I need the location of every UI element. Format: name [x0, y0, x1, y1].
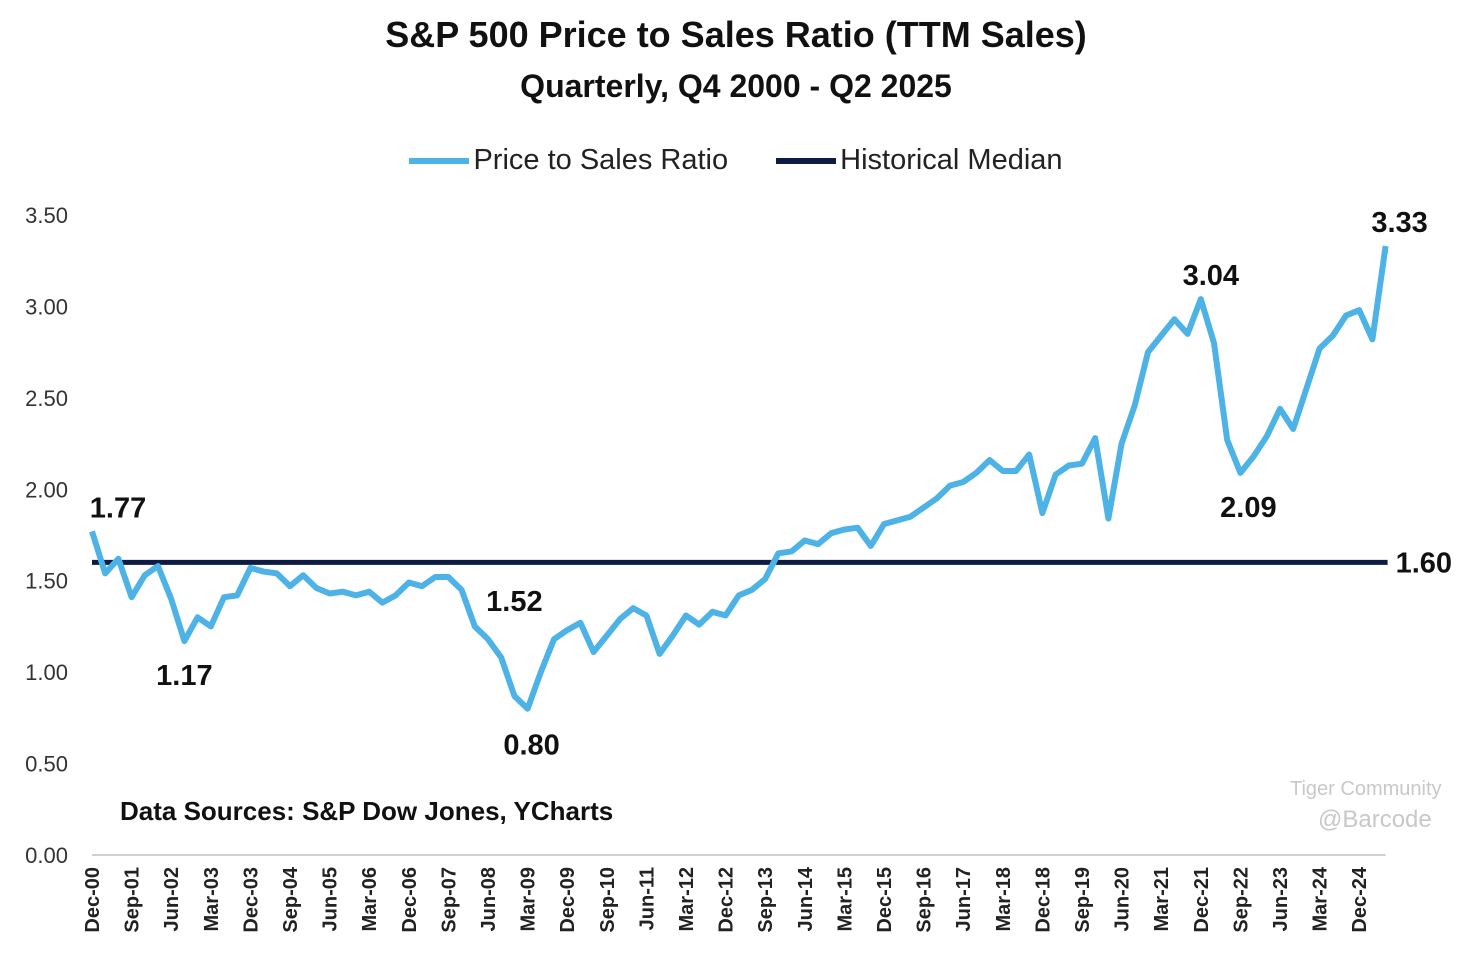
- x-tick-label: Jun-23: [1270, 867, 1292, 931]
- y-tick-label: 1.50: [25, 569, 68, 594]
- data-label: 1.77: [90, 492, 146, 524]
- x-tick-label: Dec-24: [1349, 866, 1371, 932]
- x-tick-label: Sep-04: [280, 866, 302, 932]
- source-note: Data Sources: S&P Dow Jones, YCharts: [120, 796, 613, 826]
- watermark-handle: @Barcode: [1318, 806, 1432, 833]
- y-tick-label: 3.00: [25, 294, 68, 319]
- x-tick-label: Dec-12: [716, 867, 738, 933]
- x-tick-label: Sep-16: [914, 867, 936, 933]
- x-tick-label: Mar-06: [359, 867, 381, 931]
- x-tick-label: Mar-24: [1310, 866, 1332, 931]
- data-label: 2.09: [1220, 492, 1276, 524]
- legend-swatch: [409, 157, 470, 164]
- x-tick-label: Sep-19: [1072, 867, 1094, 933]
- x-tick-label: Sep-07: [438, 867, 460, 933]
- x-tick-label: Sep-01: [122, 867, 144, 933]
- y-tick-label: 3.50: [25, 203, 68, 228]
- x-tick-label: Mar-12: [676, 867, 698, 931]
- data-label: 1.17: [156, 660, 212, 692]
- y-tick-label: 1.00: [25, 660, 68, 685]
- x-tick-label: Dec-06: [399, 867, 421, 933]
- x-tick-label: Sep-10: [597, 867, 619, 933]
- x-tick-label: Dec-00: [82, 867, 104, 933]
- ps-ratio-line: [89, 245, 1389, 712]
- y-tick-label: 0.50: [25, 752, 68, 777]
- data-label: 3.33: [1371, 207, 1427, 239]
- x-tick-label: Jun-17: [953, 867, 975, 931]
- x-tick-label: Sep-22: [1230, 867, 1252, 933]
- legend: Price to Sales Ratio Historical Median: [0, 144, 1472, 177]
- legend-label: Historical Median: [840, 144, 1063, 176]
- x-tick-label: Jun-05: [320, 867, 342, 931]
- legend-item-ps: Price to Sales Ratio: [409, 144, 728, 177]
- watermark-text: Tiger Community: [1290, 778, 1442, 800]
- x-tick-label: Jun-14: [795, 866, 817, 931]
- x-tick-label: Jun-20: [1112, 867, 1134, 931]
- legend-item-median: Historical Median: [776, 144, 1063, 177]
- x-tick-label: Dec-21: [1191, 867, 1213, 933]
- x-tick-label: Dec-03: [240, 867, 262, 933]
- y-tick-label: 2.50: [25, 386, 68, 411]
- data-label: 3.04: [1183, 260, 1239, 292]
- y-tick-label: 0.00: [25, 843, 68, 868]
- legend-swatch: [776, 157, 837, 164]
- data-label: 0.80: [503, 730, 559, 762]
- x-tick-label: Dec-09: [557, 867, 579, 933]
- x-tick-label: Dec-18: [1032, 867, 1054, 933]
- x-tick-label: Dec-15: [874, 867, 896, 933]
- legend-label: Price to Sales Ratio: [473, 144, 729, 176]
- chart-title: S&P 500 Price to Sales Ratio (TTM Sales): [385, 14, 1087, 55]
- x-tick-label: Mar-21: [1151, 867, 1173, 931]
- x-tick-label: Mar-15: [834, 867, 856, 931]
- chart-subtitle: Quarterly, Q4 2000 - Q2 2025: [520, 68, 952, 104]
- x-tick-label: Jun-11: [636, 867, 658, 930]
- x-tick-label: Jun-08: [478, 867, 500, 931]
- median-label: 1.60: [1396, 547, 1452, 579]
- data-label: 1.52: [486, 586, 542, 618]
- x-tick-label: Mar-18: [993, 867, 1015, 931]
- x-tick-label: Sep-13: [755, 867, 777, 933]
- x-tick-label: Mar-09: [518, 867, 540, 931]
- y-tick-label: 2.00: [25, 477, 68, 502]
- x-tick-label: Jun-02: [161, 867, 183, 931]
- x-tick-label: Mar-03: [201, 867, 223, 931]
